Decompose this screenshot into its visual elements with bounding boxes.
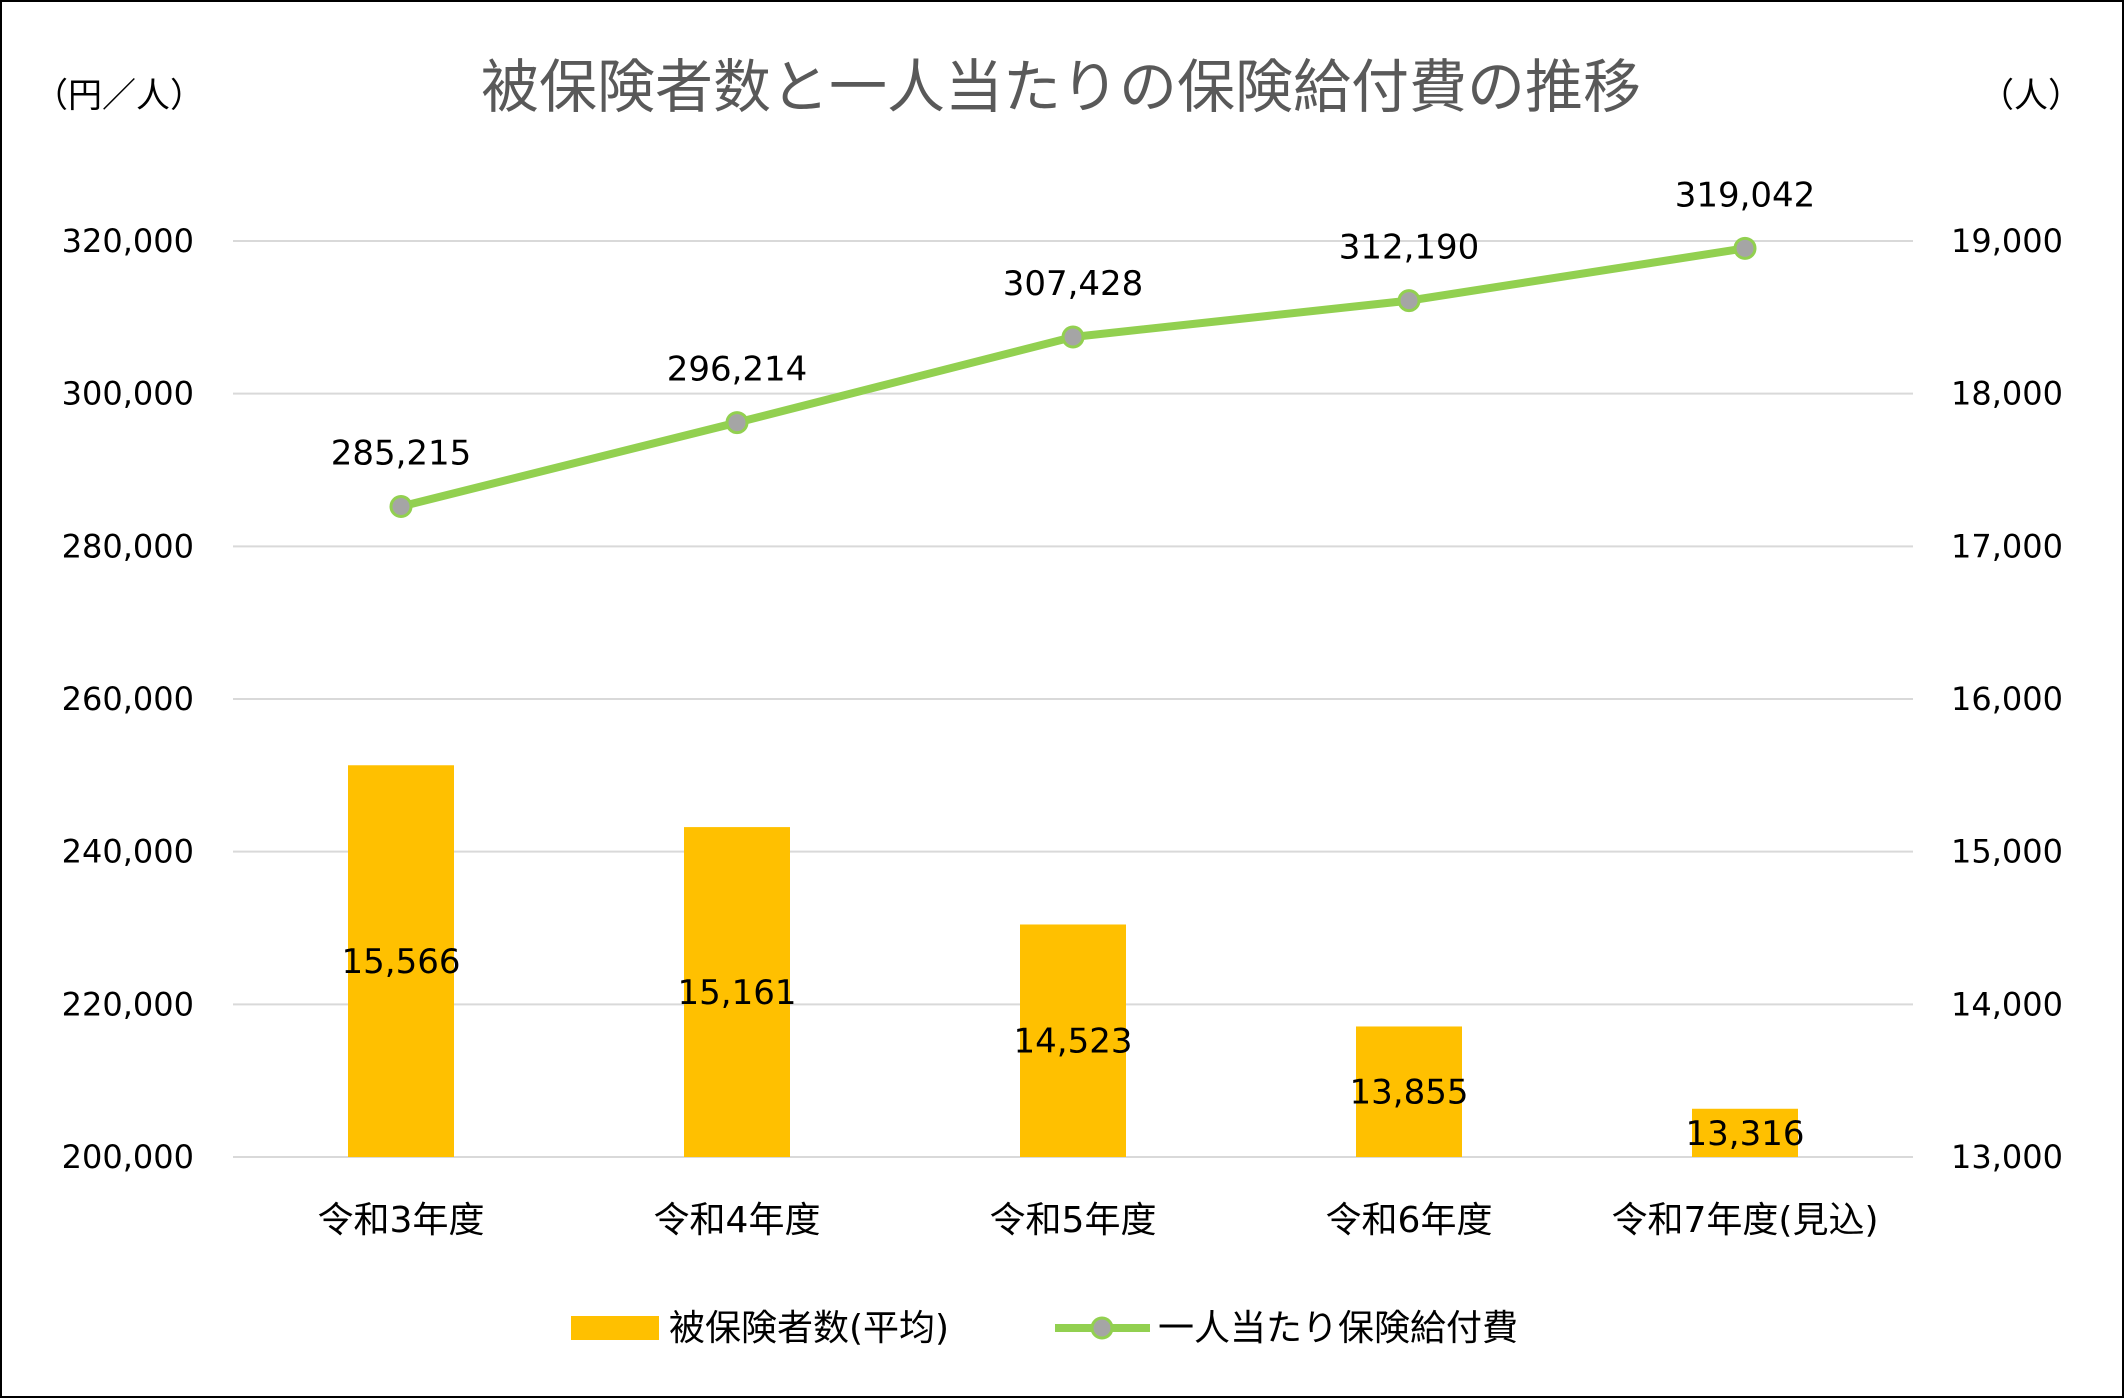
line-data-label: 319,042 bbox=[1675, 175, 1816, 215]
line-point bbox=[389, 495, 413, 519]
legend-bar-swatch bbox=[571, 1316, 659, 1340]
line-point bbox=[1733, 236, 1757, 260]
line-data-label: 307,428 bbox=[1003, 264, 1144, 304]
left-axis-tick: 300,000 bbox=[62, 375, 194, 413]
bar-data-label: 13,855 bbox=[1350, 1073, 1469, 1113]
bar bbox=[1692, 1108, 1798, 1157]
right-axis-tick: 17,000 bbox=[1951, 527, 2063, 565]
bar bbox=[1356, 1026, 1462, 1157]
legend-line-marker bbox=[1090, 1316, 1114, 1340]
right-axis-tick: 19,000 bbox=[1951, 222, 2063, 260]
bar-data-label: 14,523 bbox=[1014, 1022, 1133, 1062]
left-axis-tick: 320,000 bbox=[62, 222, 194, 260]
right-axis-tick: 16,000 bbox=[1951, 680, 2063, 718]
bar-data-label: 15,566 bbox=[342, 942, 461, 982]
right-axis-tick: 15,000 bbox=[1951, 833, 2063, 871]
legend-bar-label: 被保険者数(平均) bbox=[669, 1308, 949, 1349]
left-axis-unit: （円／人） bbox=[34, 76, 204, 116]
x-axis-category: 令和5年度 bbox=[990, 1200, 1157, 1241]
line-point bbox=[725, 411, 749, 435]
legend-line-label: 一人当たり保険給付費 bbox=[1158, 1308, 1518, 1349]
x-axis-category: 令和4年度 bbox=[654, 1200, 821, 1241]
right-axis-tick: 14,000 bbox=[1951, 985, 2063, 1023]
bar bbox=[1020, 924, 1126, 1157]
line-data-label: 285,215 bbox=[331, 434, 472, 474]
bar-data-label: 15,161 bbox=[678, 973, 797, 1013]
x-axis-category: 令和3年度 bbox=[318, 1200, 485, 1241]
left-axis-tick: 260,000 bbox=[62, 680, 194, 718]
bar bbox=[348, 765, 454, 1157]
bar bbox=[684, 827, 790, 1157]
right-axis-tick: 13,000 bbox=[1951, 1138, 2063, 1176]
left-axis-tick: 220,000 bbox=[62, 985, 194, 1023]
x-axis-category: 令和6年度 bbox=[1326, 1200, 1493, 1241]
line-point bbox=[1061, 325, 1085, 349]
bar-data-label: 13,316 bbox=[1686, 1114, 1805, 1154]
line-data-label: 312,190 bbox=[1339, 228, 1480, 268]
x-axis-category: 令和7年度(見込) bbox=[1612, 1200, 1879, 1241]
left-axis-tick: 280,000 bbox=[62, 527, 194, 565]
line-point bbox=[1397, 289, 1421, 313]
right-axis-unit: （人） bbox=[1980, 76, 2082, 116]
left-axis-tick: 200,000 bbox=[62, 1138, 194, 1176]
chart-title: 被保険者数と一人当たりの保険給付費の推移 bbox=[481, 53, 1641, 121]
left-axis-tick: 240,000 bbox=[62, 833, 194, 871]
right-axis-tick: 18,000 bbox=[1951, 375, 2063, 413]
line-data-label: 296,214 bbox=[667, 350, 808, 390]
